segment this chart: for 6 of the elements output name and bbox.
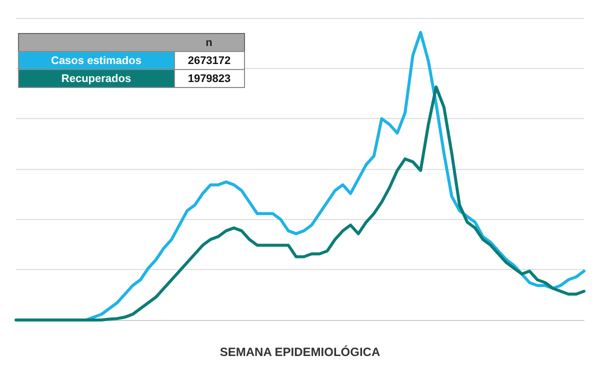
text: Casos estimados bbox=[51, 54, 142, 66]
annotation: n bbox=[174, 34, 244, 52]
text: Recuperados bbox=[61, 72, 132, 84]
annotation: 1979823 bbox=[174, 70, 244, 88]
annotation: 2673172 bbox=[174, 52, 244, 70]
x-axis-title: SEMANA EPIDEMIOLÓGICA bbox=[220, 345, 380, 359]
